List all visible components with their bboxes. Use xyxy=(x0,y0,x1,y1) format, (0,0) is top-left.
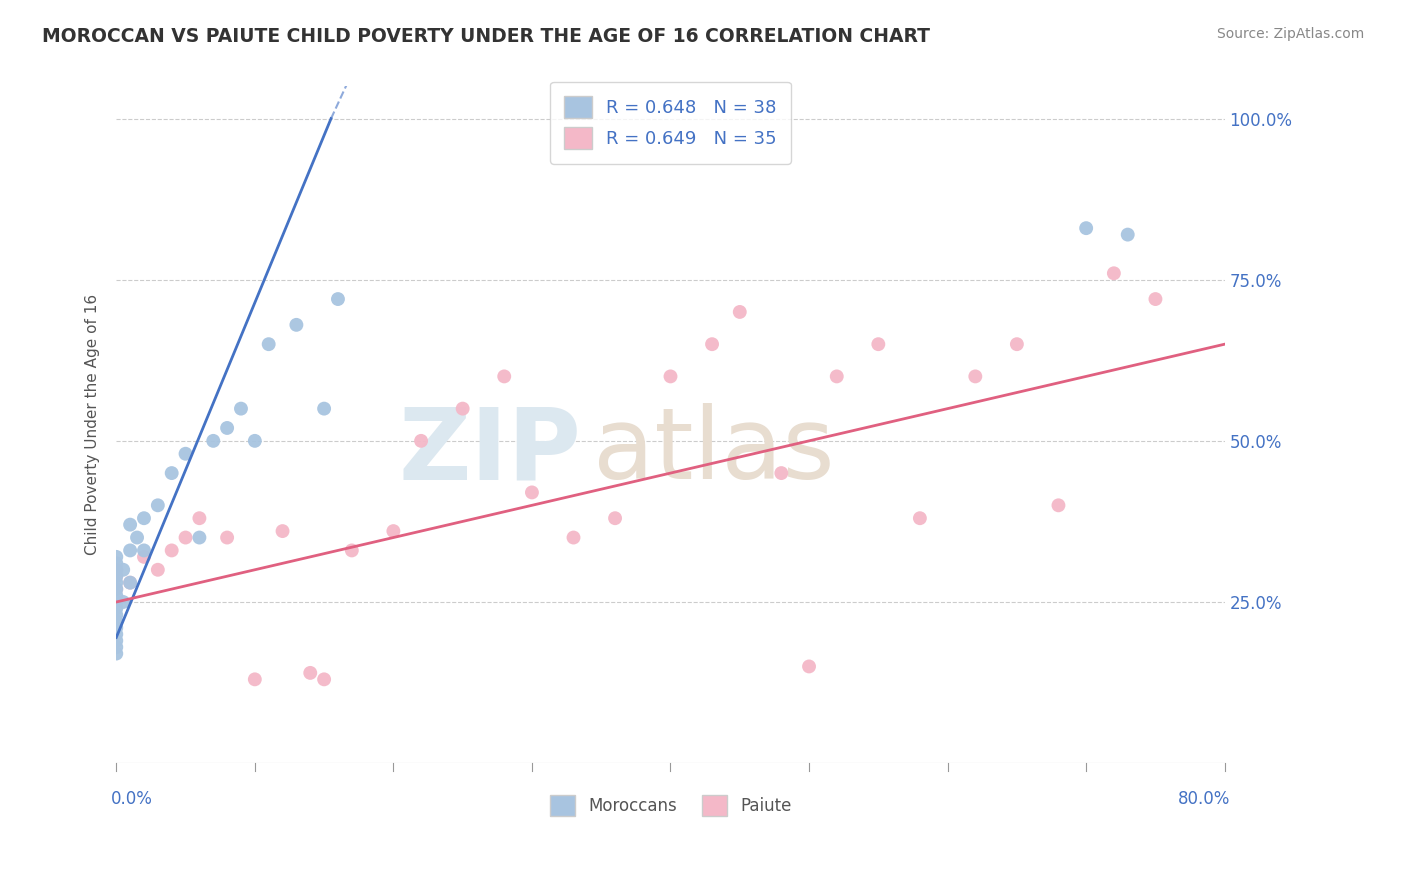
Point xyxy=(797,659,820,673)
Point xyxy=(105,557,128,571)
Point xyxy=(188,511,211,525)
Point xyxy=(132,511,155,525)
Point xyxy=(112,595,135,609)
Point xyxy=(105,640,128,654)
Point xyxy=(382,524,405,538)
Point xyxy=(132,549,155,564)
Point xyxy=(105,589,128,603)
Point xyxy=(217,531,239,545)
Point xyxy=(105,569,128,583)
Point xyxy=(1047,498,1070,512)
Point xyxy=(1076,221,1098,235)
Point xyxy=(217,421,239,435)
Point xyxy=(770,466,793,480)
Point xyxy=(120,575,142,590)
Point xyxy=(105,633,128,648)
Point xyxy=(494,369,516,384)
Point xyxy=(105,569,128,583)
Point xyxy=(105,575,128,590)
Point xyxy=(125,531,148,545)
Point xyxy=(105,582,128,596)
Point xyxy=(1102,266,1125,280)
Point xyxy=(299,665,322,680)
Point xyxy=(120,543,142,558)
Point xyxy=(105,615,128,629)
Point xyxy=(965,369,987,384)
Point xyxy=(174,531,197,545)
Point xyxy=(105,621,128,635)
Point xyxy=(105,582,128,596)
Point xyxy=(105,549,128,564)
Text: Source: ZipAtlas.com: Source: ZipAtlas.com xyxy=(1216,27,1364,41)
Point xyxy=(908,511,931,525)
Point xyxy=(659,369,682,384)
Point xyxy=(409,434,432,448)
Point xyxy=(112,563,135,577)
Point xyxy=(340,543,363,558)
Point xyxy=(105,563,128,577)
Point xyxy=(105,607,128,622)
Point xyxy=(105,601,128,615)
Text: MOROCCAN VS PAIUTE CHILD POVERTY UNDER THE AGE OF 16 CORRELATION CHART: MOROCCAN VS PAIUTE CHILD POVERTY UNDER T… xyxy=(42,27,931,45)
Point xyxy=(451,401,474,416)
Point xyxy=(174,447,197,461)
Legend: Moroccans, Paiute: Moroccans, Paiute xyxy=(543,789,799,822)
Point xyxy=(120,575,142,590)
Point xyxy=(314,673,336,687)
Point xyxy=(202,434,225,448)
Point xyxy=(160,466,183,480)
Point xyxy=(105,627,128,641)
Point xyxy=(520,485,543,500)
Point xyxy=(243,673,266,687)
Point xyxy=(326,292,349,306)
Point xyxy=(868,337,890,351)
Point xyxy=(243,434,266,448)
Point xyxy=(120,517,142,532)
Point xyxy=(271,524,294,538)
Point xyxy=(603,511,626,525)
Text: ZIP: ZIP xyxy=(399,403,582,500)
Point xyxy=(160,543,183,558)
Point xyxy=(562,531,585,545)
Y-axis label: Child Poverty Under the Age of 16: Child Poverty Under the Age of 16 xyxy=(86,294,100,556)
Point xyxy=(105,647,128,661)
Point xyxy=(825,369,848,384)
Point xyxy=(314,401,336,416)
Point xyxy=(146,498,169,512)
Point xyxy=(700,337,723,351)
Point xyxy=(188,531,211,545)
Text: 0.0%: 0.0% xyxy=(111,789,153,808)
Point xyxy=(146,563,169,577)
Text: 80.0%: 80.0% xyxy=(1178,789,1230,808)
Point xyxy=(257,337,280,351)
Point xyxy=(728,305,751,319)
Point xyxy=(105,595,128,609)
Point xyxy=(229,401,252,416)
Point xyxy=(1144,292,1167,306)
Point xyxy=(1116,227,1139,242)
Point xyxy=(1005,337,1028,351)
Point xyxy=(132,543,155,558)
Point xyxy=(285,318,308,332)
Text: atlas: atlas xyxy=(593,403,835,500)
Point xyxy=(105,563,128,577)
